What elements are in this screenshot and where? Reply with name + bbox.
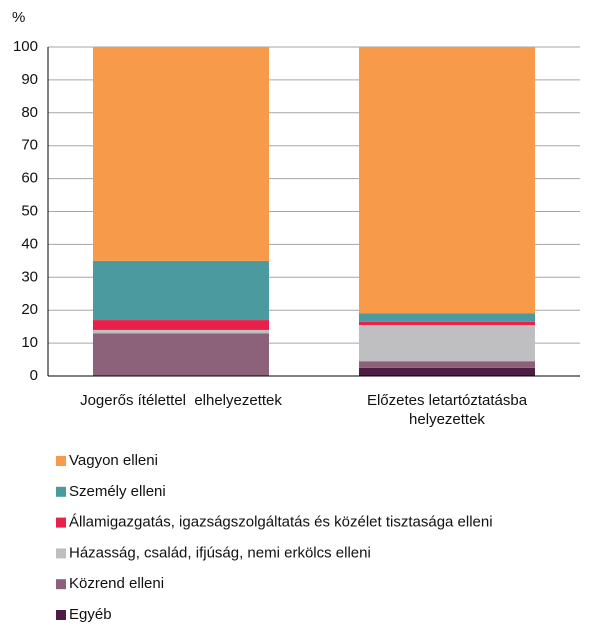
y-tick-label: 20 — [21, 301, 38, 318]
y-tick-label: 0 — [30, 367, 38, 384]
legend-label: Személy elleni — [69, 483, 166, 500]
y-tick-label: 70 — [21, 137, 38, 154]
legend-label: Vagyon elleni — [69, 452, 158, 469]
bar-segment — [93, 329, 269, 334]
y-tick-label: 50 — [21, 202, 38, 219]
legend-swatch — [56, 548, 66, 559]
y-tick-label: 40 — [21, 235, 38, 252]
legend-swatch — [56, 610, 66, 620]
legend-label: Házasság, család, ifjúság, nemi erkölcs … — [69, 544, 371, 561]
x-tick-label: Jogerős ítélettel elhelyezettek — [80, 392, 282, 409]
y-tick-label: 10 — [21, 334, 38, 351]
bar-segment — [359, 321, 535, 326]
legend-swatch — [56, 486, 66, 497]
bar-segment — [93, 260, 269, 321]
bar-segment — [359, 47, 535, 314]
y-tick-label: 60 — [21, 170, 38, 187]
y-tick-label: 80 — [21, 104, 38, 121]
legend-label: Államigazgatás, igazságszolgáltatás és k… — [69, 514, 493, 531]
legend-label: Egyéb — [69, 606, 112, 623]
bar-segment — [93, 320, 269, 330]
bar-segment — [359, 325, 535, 362]
bar-segment — [359, 313, 535, 322]
legend-swatch — [56, 517, 66, 528]
bar-segment — [93, 333, 269, 376]
legend-swatch — [56, 456, 66, 466]
bar-segment — [93, 47, 269, 261]
x-tick-label: Előzetes letartóztatásba helyezettek — [366, 392, 532, 428]
bar-segment — [359, 367, 535, 376]
legend-label: Közrend elleni — [69, 575, 164, 592]
y-tick-label: 90 — [21, 71, 38, 88]
bar-segment — [359, 361, 535, 368]
legend-swatch — [56, 579, 66, 590]
y-tick-label: 100 — [13, 38, 38, 55]
y-tick-label: 30 — [21, 268, 38, 285]
y-axis-label: % — [12, 9, 25, 26]
